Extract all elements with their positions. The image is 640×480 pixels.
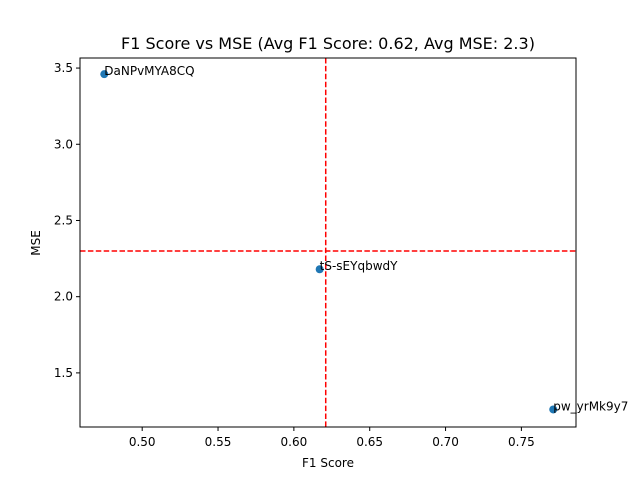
x-tick-label: 0.75 [508, 435, 535, 449]
point-label: tS-sEYqbwdY [320, 259, 398, 273]
x-tick-label: 0.60 [281, 435, 308, 449]
y-tick-label: 1.5 [54, 366, 73, 380]
reference-lines [80, 58, 576, 427]
x-tick-label: 0.50 [129, 435, 156, 449]
data-points: DaNPvMYA8CQ tS-sEYqbwdY pw_yrMk9y7 [100, 64, 628, 414]
x-tick-label: 0.70 [432, 435, 459, 449]
data-point [549, 405, 558, 414]
x-tick-label: 0.55 [205, 435, 232, 449]
data-point [100, 70, 109, 79]
plot-frame [79, 57, 577, 428]
y-axis-ticks: 1.5 2.0 2.5 3.0 3.5 [54, 61, 80, 380]
y-tick-label: 3.5 [54, 61, 73, 75]
point-label: DaNPvMYA8CQ [104, 64, 194, 78]
chart-title: F1 Score vs MSE (Avg F1 Score: 0.62, Avg… [121, 34, 535, 53]
x-axis-label: F1 Score [302, 456, 354, 470]
plot-area: DaNPvMYA8CQ tS-sEYqbwdY pw_yrMk9y7 [80, 58, 628, 427]
x-axis-ticks: 0.50 0.55 0.60 0.65 0.70 0.75 [129, 427, 535, 449]
y-axis-label: MSE [29, 230, 43, 256]
data-point [315, 265, 324, 274]
y-tick-label: 2.5 [54, 213, 73, 227]
y-tick-label: 3.0 [54, 137, 73, 151]
x-tick-label: 0.65 [356, 435, 383, 449]
point-label: pw_yrMk9y7 [553, 399, 628, 413]
y-tick-label: 2.0 [54, 290, 73, 304]
